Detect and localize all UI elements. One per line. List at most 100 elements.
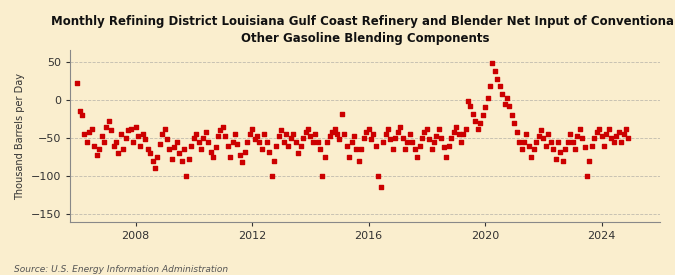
Point	[475, 120, 486, 125]
Point	[541, 143, 551, 148]
Point	[101, 124, 112, 129]
Point	[86, 126, 97, 131]
Point	[431, 134, 442, 139]
Point	[300, 130, 311, 134]
Point	[339, 132, 350, 136]
Point	[587, 143, 597, 148]
Point	[179, 147, 190, 152]
Point	[354, 159, 364, 163]
Point	[242, 139, 252, 144]
Point	[111, 139, 122, 144]
Point	[305, 134, 316, 139]
Point	[329, 126, 340, 131]
Point	[462, 99, 473, 104]
Point	[259, 132, 269, 136]
Point	[599, 143, 610, 148]
Point	[234, 153, 245, 157]
Point	[232, 142, 243, 146]
Point	[414, 143, 425, 148]
Point	[215, 128, 226, 133]
Point	[132, 134, 143, 139]
Point	[84, 130, 95, 134]
Point	[319, 155, 330, 159]
Point	[424, 137, 435, 142]
Point	[387, 147, 398, 152]
Point	[512, 130, 522, 134]
Point	[606, 136, 617, 140]
Point	[200, 130, 211, 134]
Point	[283, 143, 294, 148]
Point	[392, 130, 403, 134]
Point	[567, 139, 578, 144]
Point	[344, 155, 354, 159]
Point	[89, 143, 100, 148]
Point	[465, 104, 476, 108]
Point	[130, 124, 141, 129]
Point	[334, 137, 345, 142]
Point	[76, 113, 87, 117]
Point	[293, 151, 304, 155]
Point	[307, 139, 318, 144]
Point	[256, 147, 267, 152]
Point	[288, 132, 299, 136]
Point	[327, 130, 338, 134]
Point	[96, 134, 107, 139]
Point	[94, 147, 105, 152]
Point	[494, 84, 505, 88]
Point	[346, 139, 357, 144]
Point	[356, 147, 367, 152]
Point	[426, 147, 437, 152]
Point	[582, 174, 593, 178]
Point	[286, 136, 296, 140]
Point	[217, 124, 228, 129]
Point	[246, 126, 257, 131]
Point	[550, 157, 561, 161]
Point	[500, 101, 510, 106]
Point	[576, 136, 587, 140]
Point	[553, 139, 564, 144]
Point	[198, 136, 209, 140]
Point	[193, 139, 204, 144]
Point	[421, 126, 432, 131]
Point	[402, 139, 413, 144]
Point	[385, 137, 396, 142]
Point	[574, 126, 585, 131]
Point	[128, 139, 138, 144]
Point	[497, 92, 508, 96]
Point	[451, 124, 462, 129]
Point	[331, 132, 342, 136]
Point	[470, 119, 481, 123]
Point	[230, 132, 240, 136]
Point	[150, 166, 161, 170]
Point	[502, 96, 512, 101]
Point	[523, 143, 534, 148]
Point	[572, 134, 583, 139]
Point	[152, 155, 163, 159]
Point	[565, 132, 576, 136]
Point	[126, 126, 136, 131]
Point	[164, 147, 175, 152]
Point	[531, 139, 541, 144]
Point	[123, 128, 134, 133]
Point	[584, 159, 595, 163]
Point	[261, 139, 272, 144]
Point	[596, 134, 607, 139]
Point	[371, 143, 381, 148]
Point	[203, 139, 214, 144]
Point	[79, 132, 90, 136]
Point	[620, 126, 631, 131]
Point	[623, 136, 634, 140]
Point	[504, 104, 515, 108]
Point	[325, 134, 335, 139]
Point	[468, 111, 479, 116]
Point	[135, 143, 146, 148]
Text: Source: U.S. Energy Information Administration: Source: U.S. Energy Information Administ…	[14, 265, 227, 274]
Point	[409, 147, 420, 152]
Point	[138, 132, 148, 136]
Point	[220, 134, 231, 139]
Point	[142, 147, 153, 152]
Point	[458, 132, 468, 136]
Title: Monthly Refining District Louisiana Gulf Coast Refinery and Blender Net Input of: Monthly Refining District Louisiana Gulf…	[51, 15, 675, 45]
Point	[213, 134, 223, 139]
Point	[210, 145, 221, 149]
